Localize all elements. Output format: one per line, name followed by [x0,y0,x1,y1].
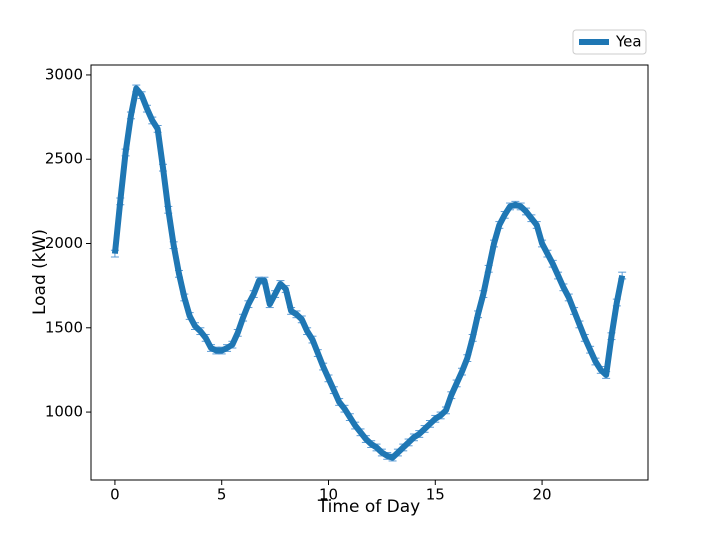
line [111,85,626,461]
x-tick-label: 10 [319,486,338,504]
y-axis-label: Load (kW) [30,229,50,315]
y-tick-label: 1500 [45,318,83,336]
legend-label: Yea [615,33,642,51]
x-tick-label: 20 [533,486,552,504]
x-axis-label: Time of Day [317,497,420,517]
x-tick-label: 0 [110,486,120,504]
legend-box [572,29,647,55]
plot-frame [90,64,649,481]
y-tick-label: 2500 [45,150,83,168]
y-tick-label: 3000 [45,65,83,83]
x-tick-label: 5 [217,486,227,504]
x-tick-label: 15 [426,486,445,504]
y-tick-label: 1000 [45,403,83,421]
y-tick-label: 2000 [45,234,83,252]
